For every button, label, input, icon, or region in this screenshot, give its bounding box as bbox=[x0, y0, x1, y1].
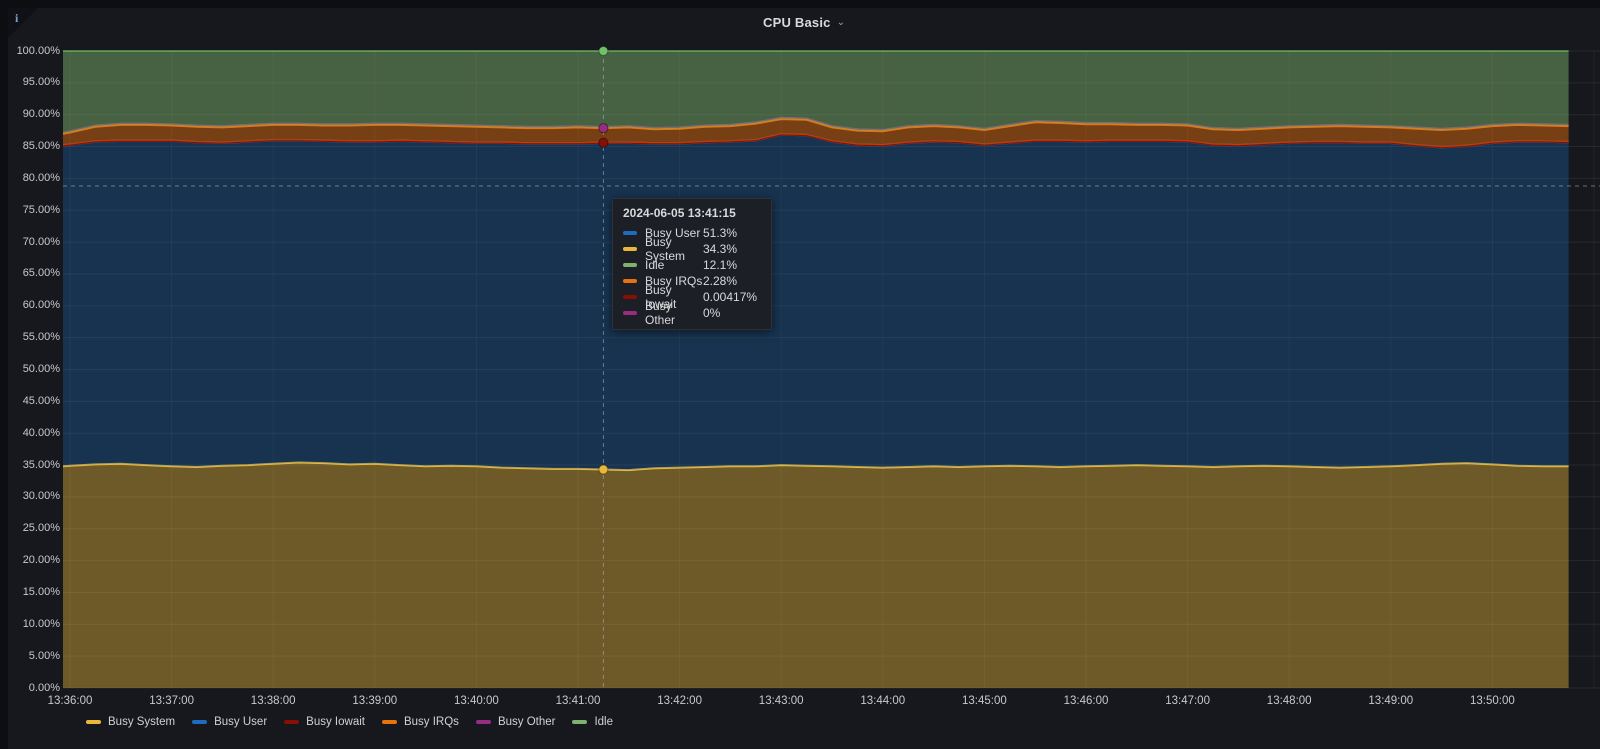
legend-label: Busy System bbox=[108, 716, 176, 728]
y-axis-tick: 80.00% bbox=[22, 171, 60, 184]
tooltip-row: Busy IRQs 2.28% bbox=[623, 273, 761, 289]
legend-item-idle[interactable]: Idle bbox=[572, 716, 613, 728]
x-axis-tick: 13:47:00 bbox=[1165, 695, 1210, 707]
series-color-swatch bbox=[284, 720, 300, 724]
x-axis-tick: 13:43:00 bbox=[758, 695, 804, 707]
legend-item-busy-iowait[interactable]: Busy Iowait bbox=[284, 716, 365, 728]
y-axis-tick: 15.00% bbox=[22, 585, 60, 598]
y-axis-tick: 90.00% bbox=[22, 108, 60, 121]
legend-item-busy-other[interactable]: Busy Other bbox=[475, 716, 556, 728]
series-color-swatch bbox=[381, 720, 397, 724]
tooltip-series-value: 34.3% bbox=[703, 242, 738, 256]
legend-item-busy-system[interactable]: Busy System bbox=[86, 716, 175, 728]
y-axis-tick: 55.00% bbox=[22, 331, 60, 344]
legend-label: Idle bbox=[594, 716, 614, 728]
y-axis-tick: 0.00% bbox=[28, 681, 60, 694]
panel-title[interactable]: CPU Basic bbox=[763, 14, 831, 30]
tooltip-row: Idle 12.1% bbox=[623, 257, 761, 273]
series-color-swatch bbox=[623, 247, 637, 251]
x-axis-tick: 13:38:00 bbox=[250, 695, 296, 707]
tooltip-series-label: Idle bbox=[645, 258, 665, 272]
tooltip-series-value: 2.28% bbox=[703, 274, 738, 288]
x-axis-tick: 13:42:00 bbox=[657, 695, 702, 707]
y-axis-tick: 45.00% bbox=[22, 394, 60, 407]
cpu-stacked-area-chart[interactable] bbox=[8, 8, 1600, 749]
tooltip-row: Busy Other 0% bbox=[623, 299, 761, 327]
series-color-swatch bbox=[623, 311, 637, 315]
y-axis-tick: 20.00% bbox=[22, 554, 60, 567]
y-axis-tick: 100.00% bbox=[16, 44, 60, 57]
x-axis-tick: 13:40:00 bbox=[454, 695, 499, 707]
series-color-swatch bbox=[86, 720, 101, 724]
chevron-down-icon[interactable]: ⌄ bbox=[836, 16, 845, 28]
series-color-swatch bbox=[475, 720, 491, 724]
y-axis-tick: 30.00% bbox=[22, 490, 60, 503]
y-axis-tick: 25.00% bbox=[22, 522, 60, 535]
chart-tooltip: 2024-06-05 13:41:15 Busy User 51.3% Busy S… bbox=[612, 198, 772, 330]
panel-header[interactable]: CPU Basic ⌄ bbox=[8, 8, 1600, 36]
y-axis-tick: 60.00% bbox=[22, 299, 60, 312]
tooltip-series-label: Busy System bbox=[645, 235, 686, 263]
y-axis-tick: 95.00% bbox=[22, 76, 60, 89]
y-axis-tick: 50.00% bbox=[22, 363, 60, 375]
x-axis-tick: 13:44:00 bbox=[860, 695, 906, 707]
tooltip-row: Busy User 51.3% bbox=[623, 225, 761, 241]
y-axis-tick: 10.00% bbox=[22, 617, 60, 630]
legend-label: Busy Other bbox=[497, 716, 556, 728]
tooltip-timestamp: 2024-06-05 13:41:15 bbox=[623, 206, 736, 220]
tooltip-series-label: Busy Iowait bbox=[645, 283, 677, 311]
tooltip-series-label: Busy Other bbox=[645, 299, 676, 327]
tooltip-series-label: Busy IRQs bbox=[645, 274, 703, 288]
tooltip-series-label: Busy User bbox=[645, 226, 701, 240]
tooltip-series-value: 0.00417% bbox=[703, 290, 758, 304]
y-axis-tick: 75.00% bbox=[22, 203, 60, 216]
y-axis-tick: 35.00% bbox=[22, 458, 60, 471]
y-axis-tick: 70.00% bbox=[22, 235, 60, 248]
y-axis-tick: 65.00% bbox=[22, 267, 60, 280]
tooltip-series-value: 0% bbox=[703, 306, 721, 320]
chart-legend: Busy System Busy User Busy Iowait Busy IRQs… bbox=[86, 716, 613, 728]
legend-label: Busy IRQs bbox=[403, 716, 459, 728]
series-color-swatch bbox=[623, 263, 637, 267]
y-axis-tick: 85.00% bbox=[22, 140, 60, 153]
series-color-swatch bbox=[623, 295, 637, 299]
grafana-panel: i CPU Basic ⌄ 100.00% 95.00% 90.00% 85.00% 8… bbox=[8, 8, 1600, 749]
x-axis-tick: 13:46:00 bbox=[1063, 695, 1109, 707]
legend-label: Busy Iowait bbox=[306, 716, 365, 728]
series-color-swatch bbox=[572, 720, 588, 724]
x-axis-tick: 13:41:00 bbox=[555, 695, 601, 707]
legend-item-busy-irqs[interactable]: Busy IRQs bbox=[381, 716, 459, 728]
tooltip-row: Busy System 34.3% bbox=[623, 235, 761, 263]
x-axis-tick: 13:48:00 bbox=[1266, 695, 1312, 707]
y-axis-tick: 5.00% bbox=[28, 649, 60, 662]
x-axis-tick: 13:50:00 bbox=[1470, 695, 1515, 707]
panel-corner-triangle bbox=[8, 8, 38, 38]
x-axis-tick: 13:39:00 bbox=[352, 695, 398, 707]
series-color-swatch bbox=[623, 279, 637, 283]
x-axis-tick: 13:45:00 bbox=[962, 695, 1007, 707]
tooltip-row: Busy Iowait 0.00417% bbox=[623, 283, 761, 311]
tooltip-series-value: 51.3% bbox=[703, 226, 738, 240]
x-axis-tick: 13:36:00 bbox=[47, 695, 93, 707]
x-axis-tick: 13:37:00 bbox=[149, 695, 194, 707]
y-axis-tick: 40.00% bbox=[22, 426, 60, 439]
x-axis-tick: 13:49:00 bbox=[1368, 695, 1414, 707]
legend-item-busy-user[interactable]: Busy User bbox=[192, 716, 267, 728]
series-color-swatch bbox=[192, 720, 208, 724]
tooltip-series-value: 12.1% bbox=[703, 258, 738, 272]
series-color-swatch bbox=[623, 231, 637, 235]
legend-label: Busy User bbox=[214, 716, 268, 728]
panel-info-icon[interactable]: i bbox=[15, 11, 19, 25]
